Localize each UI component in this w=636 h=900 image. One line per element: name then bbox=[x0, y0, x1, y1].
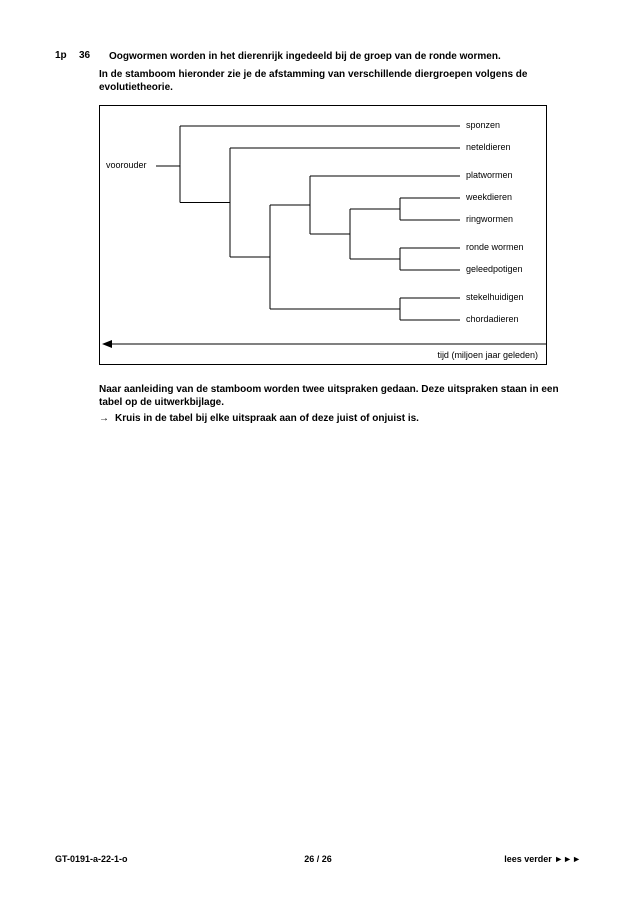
leaf-label: weekdieren bbox=[466, 192, 512, 202]
question-header: 1p 36 Oogwormen worden in het dierenrijk… bbox=[55, 50, 581, 64]
leaf-label: chordadieren bbox=[466, 314, 519, 324]
axis-label: tijd (miljoen jaar geleden) bbox=[437, 350, 538, 360]
footer-right: lees verder ►►► bbox=[504, 854, 581, 864]
leaf-label: platwormen bbox=[466, 170, 513, 180]
after-line1: Naar aanleiding van de stamboom worden t… bbox=[99, 383, 581, 410]
after-text: Naar aanleiding van de stamboom worden t… bbox=[99, 383, 581, 426]
question-text-1: Oogwormen worden in het dierenrijk inged… bbox=[109, 50, 581, 64]
leaf-label: ronde wormen bbox=[466, 242, 524, 252]
leaf-label: stekelhuidigen bbox=[466, 292, 524, 302]
leaf-label: geleedpotigen bbox=[466, 264, 523, 274]
instruction-text: Kruis in de tabel bij elke uitspraak aan… bbox=[115, 412, 419, 426]
question-text-2: In de stamboom hieronder zie je de afsta… bbox=[99, 68, 581, 95]
leaf-label: ringwormen bbox=[466, 214, 513, 224]
root-label: voorouder bbox=[106, 160, 147, 170]
footer-center: 26 / 26 bbox=[304, 854, 332, 864]
leaf-label: sponzen bbox=[466, 120, 500, 130]
leaf-label: neteldieren bbox=[466, 142, 511, 152]
question-prefix: 1p bbox=[55, 50, 69, 64]
question-number: 36 bbox=[79, 50, 99, 64]
arrow-icon: → bbox=[99, 412, 109, 426]
page-footer: GT-0191-a-22-1-o 26 / 26 lees verder ►►► bbox=[55, 854, 581, 864]
footer-left: GT-0191-a-22-1-o bbox=[55, 854, 128, 864]
phylogeny-diagram: sponzen neteldieren platwormen weekdieren ri… bbox=[99, 105, 547, 365]
